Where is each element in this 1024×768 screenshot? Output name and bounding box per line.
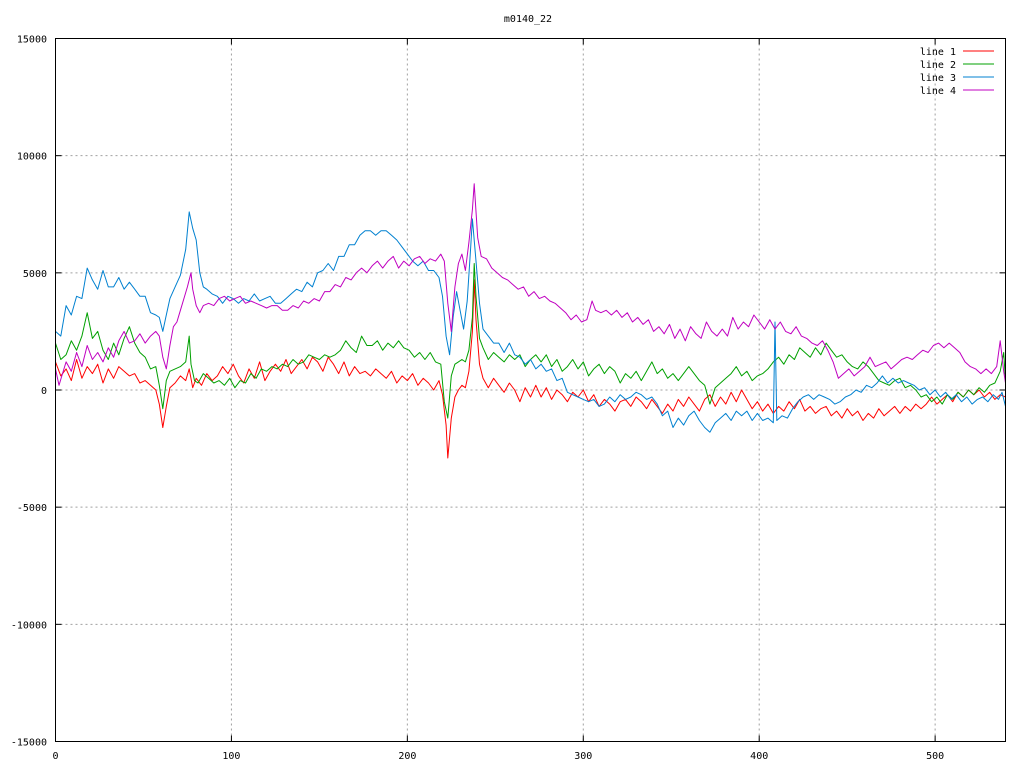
y-tick-label: 0 [41, 386, 47, 397]
legend-label: line 4 [920, 86, 956, 97]
legend: line 1 line 2 line 3 line 4 [920, 47, 994, 97]
x-tick-label: 200 [398, 751, 416, 762]
axes: 0 100 200 300 400 500 -15000 -10000 -5000 0 5000 10… [11, 35, 1006, 762]
x-tick-label: 500 [926, 751, 944, 762]
legend-label: line 1 [920, 47, 956, 58]
series-line-1 [55, 279, 1006, 459]
legend-label: line 3 [920, 73, 956, 84]
y-tick-label: -10000 [11, 620, 47, 631]
y-tick-label: 15000 [17, 35, 47, 46]
series-group [55, 183, 1006, 459]
x-tick-label: 400 [750, 751, 768, 762]
series-line-4 [55, 183, 1006, 386]
plot-frame [55, 38, 1006, 742]
x-tick-label: 100 [222, 751, 240, 762]
y-tick-label: 5000 [23, 269, 47, 280]
legend-label: line 2 [920, 60, 956, 71]
chart-title: m0140_22 [504, 14, 552, 25]
y-tick-label: 10000 [17, 152, 47, 163]
y-tick-label: -15000 [11, 738, 47, 749]
series-line-3 [55, 211, 1006, 433]
series-line-2 [55, 263, 1006, 419]
x-tick-label: 0 [52, 751, 58, 762]
y-tick-label: -5000 [17, 503, 47, 514]
grid-lines [55, 38, 1006, 742]
x-tick-label: 300 [574, 751, 592, 762]
